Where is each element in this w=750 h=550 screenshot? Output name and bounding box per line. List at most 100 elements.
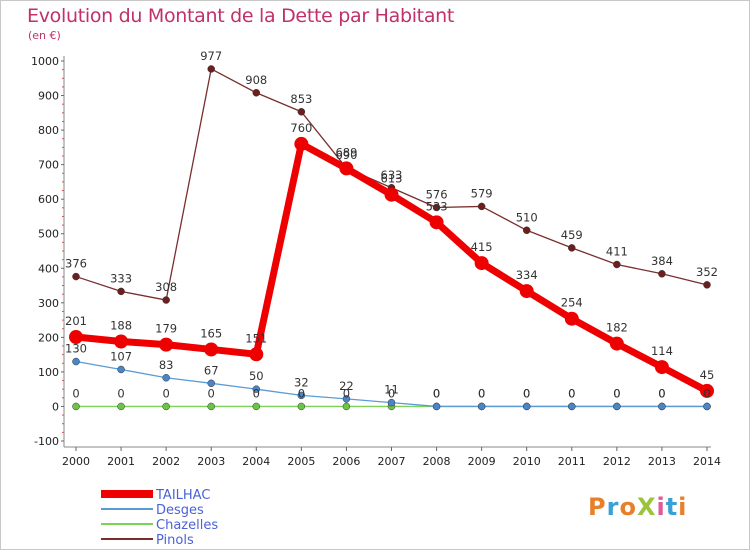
data-point-tailhac: [114, 334, 129, 349]
data-point-pinols: [613, 260, 621, 269]
data-label-desges: 0: [703, 386, 710, 400]
data-label-tailhac: 165: [200, 326, 222, 340]
y-tick-label: 900: [38, 90, 59, 103]
data-label-pinols: 633: [381, 168, 403, 182]
data-point-tailhac: [249, 347, 264, 362]
data-label-tailhac: 45: [700, 368, 715, 382]
data-label-tailhac: 188: [110, 319, 132, 333]
data-point-chazelles: [297, 402, 306, 411]
x-tick-label: 2008: [423, 455, 451, 468]
y-tick-label: 500: [38, 228, 59, 241]
data-point-pinols: [703, 281, 711, 289]
legend-label-chazelles: Chazelles: [156, 518, 218, 533]
logo-letter: P: [588, 493, 607, 521]
data-label-pinols: 579: [471, 186, 493, 200]
data-point-desges: [568, 402, 576, 411]
data-label-tailhac: 201: [65, 314, 87, 328]
data-label-pinols: 352: [696, 265, 718, 279]
data-label-pinols: 411: [606, 244, 628, 258]
data-point-chazelles: [162, 402, 170, 411]
data-label-pinols: 510: [516, 210, 538, 224]
data-label-desges: 11: [384, 383, 399, 397]
data-label-pinols: 376: [65, 257, 87, 271]
data-point-pinols: [658, 270, 666, 278]
data-point-pinols: [522, 226, 531, 235]
data-label-tailhac: 182: [606, 321, 628, 335]
data-label-pinols: 853: [290, 92, 312, 106]
data-label-tailhac: 151: [245, 331, 267, 345]
logo-letter: t: [665, 493, 679, 521]
data-label-chazelles: 0: [433, 386, 440, 400]
data-point-pinols: [432, 203, 441, 212]
data-point-chazelles: [252, 402, 261, 411]
data-point-pinols: [207, 65, 215, 73]
data-point-tailhac: [204, 342, 219, 357]
data-point-tailhac: [609, 336, 624, 351]
data-point-tailhac: [294, 136, 309, 151]
data-label-tailhac: 334: [516, 268, 538, 282]
data-label-desges: 0: [658, 386, 665, 400]
data-label-chazelles: 0: [613, 386, 620, 400]
data-point-desges: [342, 395, 351, 403]
logo-letter: X: [636, 493, 657, 521]
data-label-desges: 32: [294, 375, 309, 389]
data-label-chazelles: 0: [343, 386, 350, 400]
data-label-desges: 0: [568, 386, 575, 400]
data-point-desges: [432, 402, 441, 411]
data-point-desges: [613, 402, 621, 411]
data-label-chazelles: 0: [162, 386, 169, 400]
data-point-tailhac: [654, 360, 669, 375]
data-label-chazelles: 0: [658, 386, 665, 400]
x-tick-label: 2003: [197, 455, 225, 468]
data-label-chazelles: 0: [388, 386, 395, 400]
data-label-tailhac: 254: [561, 296, 583, 310]
data-point-pinols: [252, 89, 261, 97]
data-point-tailhac: [339, 161, 354, 176]
data-point-pinols: [297, 108, 306, 116]
logo-letter: r: [606, 493, 620, 521]
x-tick-label: 2006: [332, 455, 360, 468]
data-point-pinols: [477, 202, 486, 211]
data-label-desges: 22: [339, 379, 354, 393]
x-tick-label: 2005: [287, 455, 315, 468]
data-point-desges: [252, 385, 261, 393]
data-point-tailhac: [700, 383, 714, 398]
data-label-desges: 50: [249, 369, 264, 383]
data-label-pinols: 384: [651, 254, 673, 268]
x-tick-label: 2011: [558, 455, 586, 468]
data-label-chazelles: 0: [253, 386, 260, 400]
data-label-tailhac: 760: [290, 121, 312, 135]
data-label-desges: 0: [478, 386, 485, 400]
data-point-pinols: [568, 244, 576, 252]
data-label-pinols: 576: [426, 187, 448, 201]
data-point-tailhac: [474, 256, 489, 271]
data-point-desges: [387, 398, 396, 407]
data-label-chazelles: 0: [523, 386, 530, 400]
data-point-chazelles: [342, 402, 351, 411]
data-point-desges: [658, 402, 666, 411]
data-label-desges: 107: [110, 349, 132, 363]
x-tick-label: 2010: [513, 455, 541, 468]
legend-label-tailhac: TAILHAC: [155, 488, 210, 503]
data-label-chazelles: 0: [208, 386, 215, 400]
data-point-tailhac: [519, 284, 534, 299]
x-tick-label: 2014: [693, 455, 721, 468]
data-label-pinols: 690: [335, 148, 357, 162]
chart-subtitle: (en €): [28, 29, 61, 42]
y-tick-label: 700: [38, 159, 59, 172]
legend-label-desges: Desges: [156, 503, 204, 518]
data-point-chazelles: [72, 402, 80, 411]
data-label-desges: 0: [523, 386, 530, 400]
logo-letter: i: [656, 493, 666, 521]
data-point-desges: [297, 391, 306, 400]
data-label-desges: 67: [204, 363, 219, 377]
data-point-tailhac: [69, 330, 83, 345]
data-label-tailhac: 114: [651, 344, 673, 358]
data-label-tailhac: 415: [471, 240, 493, 254]
legend-label-pinols: Pinols: [156, 533, 194, 548]
data-point-desges: [522, 402, 531, 411]
data-label-tailhac: 533: [426, 199, 448, 213]
data-label-desges: 0: [433, 386, 440, 400]
data-point-desges: [162, 374, 170, 382]
data-label-pinols: 333: [110, 271, 132, 285]
